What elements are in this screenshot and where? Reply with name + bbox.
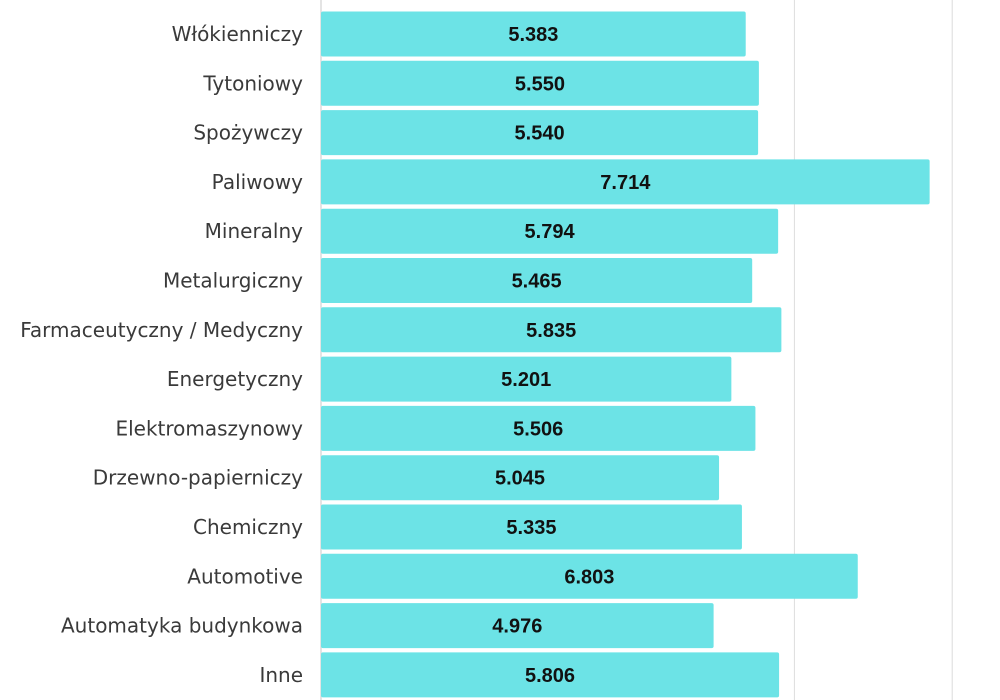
bar [321,455,720,501]
bar [321,60,759,106]
bar [321,356,732,402]
bar [321,11,746,57]
category-label: Metalurgiczny [163,269,303,293]
category-label: Automatyka budynkowa [61,614,303,638]
value-label: 4.976 [492,616,542,638]
value-label: 7.714 [600,172,651,194]
value-label: 5.465 [512,271,562,293]
bar [321,603,714,649]
bar [321,159,930,205]
category-label: Tytoniowy [202,71,303,95]
category-label: Mineralny [205,219,304,243]
category-label: Inne [259,663,303,687]
bar [321,405,756,451]
category-label: Drzewno-papierniczy [93,466,303,490]
bars [321,11,930,698]
category-label: Chemiczny [193,515,303,539]
value-label: 5.335 [506,517,556,539]
category-label: Automotive [187,564,303,588]
category-label: Farmaceutyczny / Medyczny [20,318,303,342]
value-label: 5.550 [515,73,565,95]
value-labels: 5.383 5.550 5.540 7.714 5.794 5.465 5.835 5.201… [492,24,651,687]
category-label: Elektromaszynowy [115,416,303,440]
value-label: 5.806 [525,665,575,687]
value-label: 5.201 [501,369,551,391]
category-labels: Włókienniczy Tytoniowy Spożywczy Paliwowy Mi… [20,22,303,687]
value-label: 6.803 [564,566,614,588]
category-label: Włókienniczy [172,22,304,46]
value-label: 5.506 [513,418,563,440]
category-label: Spożywczy [193,121,303,145]
value-label: 5.540 [515,123,565,145]
bar [321,553,858,599]
value-label: 5.383 [508,24,558,46]
value-label: 5.045 [495,468,545,490]
value-label: 5.794 [525,221,576,243]
value-label: 5.835 [526,320,576,342]
bar [321,307,782,353]
category-label: Paliwowy [212,170,303,194]
bar [321,652,780,698]
bar [321,208,779,254]
category-label: Energetyczny [167,367,303,391]
bar [321,504,742,550]
bar [321,110,759,156]
bar [321,258,753,303]
